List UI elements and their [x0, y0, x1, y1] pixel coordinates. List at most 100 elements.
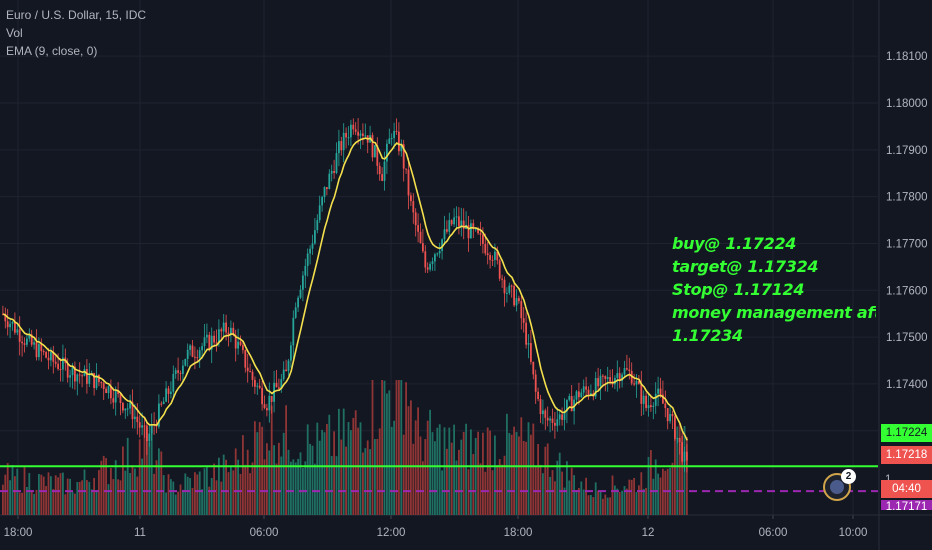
volume-bar	[165, 492, 167, 515]
volume-bar	[419, 436, 422, 515]
volume-bar	[587, 495, 590, 515]
candle	[570, 396, 573, 412]
volume-bar	[215, 480, 218, 515]
volume-bar	[412, 443, 415, 515]
candle	[6, 321, 9, 328]
volume-bar	[566, 461, 568, 515]
x-tick-label: 11	[134, 527, 146, 539]
candle	[522, 318, 525, 323]
candle	[328, 173, 331, 189]
candle	[316, 220, 319, 231]
candle	[402, 144, 405, 169]
candle	[554, 422, 556, 426]
volume-bar	[438, 424, 441, 515]
candle	[278, 387, 280, 389]
volume-bar	[74, 493, 76, 515]
volume-bar	[242, 435, 244, 515]
candle	[654, 393, 657, 406]
volume-bar	[347, 422, 350, 515]
ema-indicator-label[interactable]: EMA (9, close, 0)	[6, 44, 98, 58]
candle	[364, 135, 367, 137]
candle	[333, 170, 335, 173]
candle	[256, 385, 259, 387]
y-tick-label: 1.18100	[886, 51, 928, 63]
candle	[630, 370, 633, 384]
candle	[352, 124, 355, 130]
volume-bar	[21, 492, 23, 515]
candle	[407, 169, 410, 196]
volume-bar	[594, 482, 597, 515]
volume-bar	[290, 461, 292, 515]
volume-bar	[527, 422, 530, 515]
volume-bar	[398, 380, 400, 515]
volume-bar	[664, 470, 667, 515]
volume-bar	[443, 427, 446, 515]
volume-bar	[623, 486, 626, 515]
notification-badge[interactable]: 2	[823, 469, 856, 501]
bar-countdown: 04:40	[881, 480, 932, 498]
volume-bar	[35, 489, 38, 515]
candle	[62, 357, 64, 370]
volume-bar	[206, 467, 208, 515]
volume-bar	[18, 492, 21, 515]
volume-bar	[467, 469, 470, 515]
volume-bar	[129, 473, 131, 515]
volume-bar	[345, 446, 347, 515]
candle	[597, 378, 599, 387]
candle	[83, 368, 86, 377]
candle	[40, 343, 43, 352]
candle	[35, 342, 38, 358]
price-tag-purple-line: 1.17171	[881, 500, 932, 510]
candle	[129, 402, 131, 409]
volume-bar	[251, 462, 254, 515]
symbol-title[interactable]: Euro / U.S. Dollar, 15, IDC	[6, 8, 147, 22]
volume-bar	[580, 481, 583, 515]
candle	[479, 233, 482, 235]
candle	[587, 389, 590, 395]
volume-bar	[422, 461, 424, 515]
volume-bar	[227, 472, 230, 515]
volume-indicator-label[interactable]: Vol	[6, 26, 23, 40]
volume-bar	[477, 431, 479, 515]
y-tick-label: 1.17700	[886, 238, 928, 250]
candle	[681, 442, 683, 462]
volume-bar	[366, 440, 369, 515]
candle	[330, 170, 333, 174]
candle	[510, 285, 513, 287]
volume-bar	[606, 497, 609, 515]
candle	[551, 418, 554, 423]
candle	[285, 369, 287, 372]
candle	[534, 374, 537, 392]
volume-bar	[184, 473, 187, 515]
candle	[239, 341, 242, 346]
volume-bar	[148, 442, 151, 515]
x-tick-label: 06:00	[759, 527, 788, 539]
candle	[294, 307, 297, 318]
volume-bar	[640, 472, 643, 515]
volume-bar	[141, 458, 143, 515]
volume-bar	[160, 451, 163, 515]
volume-bar	[309, 443, 311, 515]
candle	[179, 372, 182, 374]
volume-bar	[609, 497, 611, 515]
volume-bar	[172, 481, 175, 515]
volume-bar	[400, 380, 403, 515]
volume-bar	[501, 464, 503, 515]
volume-bar	[158, 448, 160, 515]
volume-bar	[510, 434, 513, 515]
volume-bar	[6, 463, 9, 515]
candle	[143, 425, 146, 427]
candle	[424, 251, 427, 268]
volume-bar	[119, 480, 122, 515]
y-tick-label: 1.18000	[886, 98, 928, 110]
trade-note[interactable]: buy@ 1.17224 target@ 1.17324 Stop@ 1.171…	[672, 232, 876, 347]
candle	[297, 297, 299, 308]
candle	[412, 201, 415, 213]
volume-bar	[645, 487, 647, 515]
candle	[513, 286, 515, 306]
volume-bar	[261, 426, 263, 515]
candle	[21, 341, 23, 344]
candle	[642, 395, 645, 404]
candle	[491, 259, 494, 261]
